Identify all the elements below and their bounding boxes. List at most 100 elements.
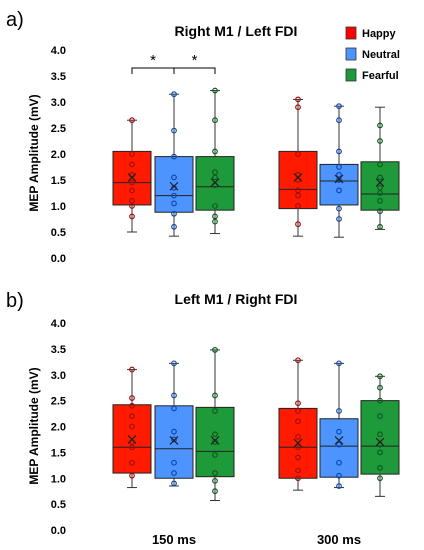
data-point (212, 431, 218, 438)
data-point (295, 96, 301, 103)
data-point (336, 103, 342, 110)
data-point (129, 213, 135, 220)
mean-marker (375, 178, 385, 188)
data-point (336, 459, 342, 466)
data-point (171, 392, 177, 399)
legend: Happy Neutral Fearful (345, 26, 400, 82)
y-tick-label: 3.0 (51, 370, 66, 382)
data-point (336, 187, 342, 194)
panel-a-ylabel: MEP Amplitude (mV) (27, 94, 41, 211)
data-point (212, 148, 218, 155)
panel-b-y-ticks: 0.0 0.5 1.0 1.5 2.0 2.5 3.0 3.5 4.0 (51, 318, 66, 537)
data-point (212, 203, 218, 209)
y-tick-label: 3.5 (51, 344, 66, 356)
data-point (377, 465, 383, 471)
data-point (129, 472, 135, 479)
data-point (295, 444, 301, 451)
mean-marker (210, 178, 220, 188)
data-point (377, 174, 383, 181)
significance-star: * (150, 52, 156, 69)
data-point (295, 203, 301, 209)
data-point (336, 441, 342, 448)
data-point (336, 205, 342, 212)
data-point (377, 138, 383, 144)
data-point (377, 184, 383, 191)
data-point (336, 117, 342, 124)
data-point (129, 117, 135, 124)
box-fearful-150ms (195, 87, 235, 235)
data-point (336, 483, 342, 489)
data-point (295, 418, 301, 425)
data-point (212, 477, 218, 484)
y-tick-label: 4.0 (51, 45, 66, 57)
box-body (360, 400, 400, 475)
panel-b-x-labels: 150 ms 300 ms (152, 532, 361, 547)
y-tick-label: 2.5 (51, 396, 66, 408)
data-point (336, 148, 342, 155)
box-body (154, 156, 194, 213)
box-fearful-150ms (195, 347, 235, 502)
data-point (171, 153, 177, 160)
data-point (295, 187, 301, 194)
panel-b-ylabel: MEP Amplitude (mV) (27, 367, 41, 484)
data-point (295, 151, 301, 157)
data-point (295, 192, 301, 199)
data-point (295, 400, 301, 407)
panel-a-title: Right M1 / Left FDI (175, 23, 298, 39)
significance-bracket (173, 67, 216, 74)
data-point (171, 210, 177, 217)
panel-a: a) Right M1 / Left FDI MEP Amplitude (mV… (6, 9, 400, 265)
mean-marker (375, 437, 385, 447)
mean-marker (127, 172, 137, 182)
data-point (295, 433, 301, 440)
significance-star: * (192, 52, 198, 69)
y-tick-label: 2.0 (51, 422, 66, 434)
data-point (212, 87, 218, 94)
box-body (195, 406, 235, 478)
y-tick-label: 3.0 (51, 97, 66, 109)
data-point (171, 428, 177, 435)
panel-b-boxes (112, 347, 400, 502)
data-point (171, 360, 177, 367)
data-point (171, 127, 177, 134)
y-tick-label: 0.0 (51, 525, 66, 537)
legend-label: Happy (362, 28, 397, 40)
panel-a-label: a) (6, 9, 24, 31)
data-point (129, 179, 135, 186)
y-tick-label: 2.5 (51, 123, 66, 135)
y-tick-label: 1.5 (51, 175, 66, 187)
data-point (129, 402, 135, 409)
legend-label: Neutral (362, 49, 400, 61)
data-point (377, 431, 383, 438)
data-point (212, 213, 218, 220)
y-tick-label: 1.0 (51, 473, 66, 485)
legend-swatch (345, 68, 357, 82)
box-neutral-300ms (319, 360, 359, 489)
panel-a-y-ticks: 0.0 0.5 1.0 1.5 2.0 2.5 3.0 3.5 4.0 (51, 45, 66, 265)
mean-marker (210, 436, 220, 445)
data-point (212, 392, 218, 399)
data-point (129, 366, 135, 373)
y-tick-label: 1.5 (51, 447, 66, 459)
data-point (171, 436, 177, 443)
data-point (129, 413, 135, 420)
data-point (336, 428, 342, 435)
y-tick-label: 0.5 (51, 499, 66, 511)
data-point (336, 360, 342, 367)
data-point (129, 423, 135, 430)
box-happy-300ms (278, 357, 318, 491)
panel-a-significance: * * (131, 52, 216, 74)
y-tick-label: 2.0 (51, 149, 66, 161)
data-point (377, 373, 383, 380)
box-body (278, 150, 318, 210)
data-point (295, 357, 301, 364)
data-point (295, 454, 301, 461)
data-point (336, 472, 342, 479)
box-neutral-150ms (154, 360, 194, 487)
panel-b-label: b) (6, 290, 24, 312)
data-point (171, 200, 177, 207)
data-point (295, 408, 301, 414)
mean-marker (334, 174, 344, 184)
data-point (129, 151, 135, 157)
data-point (212, 347, 218, 353)
